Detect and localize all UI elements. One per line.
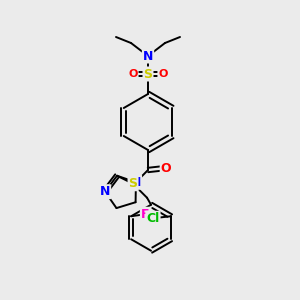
Text: S: S bbox=[143, 68, 152, 80]
Text: S: S bbox=[128, 177, 137, 190]
Text: O: O bbox=[158, 69, 168, 79]
Text: N: N bbox=[100, 185, 110, 198]
Text: N: N bbox=[131, 176, 141, 189]
Text: N: N bbox=[143, 50, 153, 62]
Text: F: F bbox=[141, 208, 149, 221]
Text: Cl: Cl bbox=[146, 212, 160, 225]
Text: O: O bbox=[161, 161, 171, 175]
Text: O: O bbox=[128, 69, 138, 79]
